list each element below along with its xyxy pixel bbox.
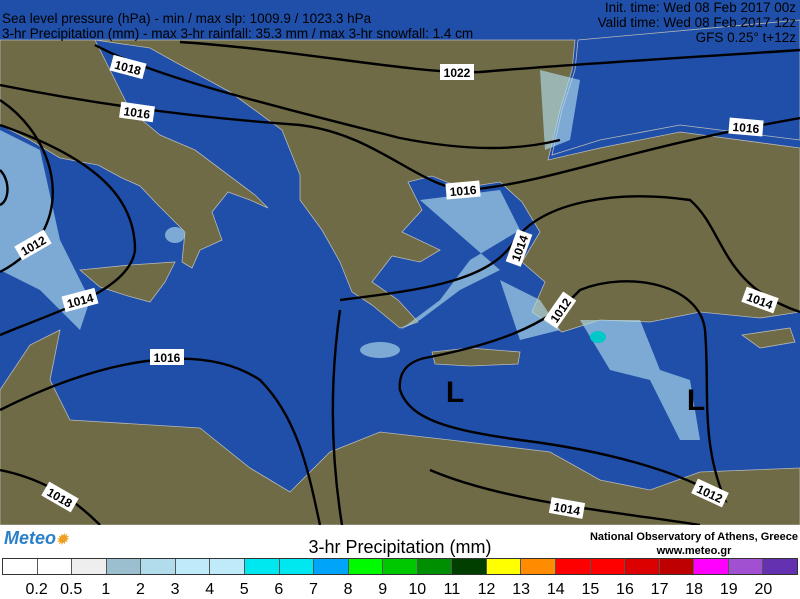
colorbar-swatch <box>141 559 176 574</box>
sun-icon: ✹ <box>56 531 68 547</box>
isobar-label: 1016 <box>449 183 477 199</box>
isobar-label: 1022 <box>444 66 471 80</box>
colorbar-tick-label: 7 <box>309 581 318 598</box>
colorbar-tick-label: 18 <box>685 581 704 598</box>
isobar-label: 1016 <box>154 351 181 365</box>
colorbar-swatch <box>314 559 349 574</box>
isobar-label: 1014 <box>552 500 581 518</box>
colorbar-tick-label: 16 <box>616 581 634 598</box>
colorbar-tick-label: 3 <box>170 581 180 598</box>
colorbar-swatch <box>106 559 142 574</box>
colorbar-tick-label: 12 <box>477 581 496 598</box>
init-time: Init. time: Wed 08 Feb 2017 00z <box>604 0 796 15</box>
colorbar-swatch <box>556 559 591 574</box>
colorbar-swatch <box>625 559 660 574</box>
colorbar <box>2 558 798 575</box>
legend: Meteo✹ 3-hr Precipitation (mm) National … <box>0 525 800 598</box>
low-pressure-marker: L <box>687 384 705 417</box>
colorbar-title: 3-hr Precipitation (mm) <box>308 537 492 557</box>
colorbar-tick-label: 4 <box>205 581 215 598</box>
colorbar-swatch <box>728 559 764 574</box>
colorbar-tick-label: 9 <box>378 581 388 598</box>
land-crete <box>431 347 521 367</box>
colorbar-swatch <box>417 559 453 574</box>
land-balkans-turkey <box>94 39 800 333</box>
colorbar-swatch <box>486 559 522 574</box>
colorbar-tick-label: 0.2 <box>25 581 48 598</box>
weather-map: 1018 1016 1022 1016 1016 1012 1014 1014 … <box>0 0 800 525</box>
meteo-logo: Meteo✹ <box>4 528 68 548</box>
org-site: www.meteo.gr <box>656 545 732 557</box>
colorbar-swatch <box>3 559 38 574</box>
header-left: Sea level pressure (hPa) - min / max slp… <box>2 11 473 41</box>
precipitation <box>0 70 700 440</box>
colorbar-tick-label: 17 <box>650 581 669 598</box>
colorbar-tick-label: 2 <box>135 581 145 598</box>
colorbar-tick-label: 19 <box>719 581 738 598</box>
isobar-label: 1016 <box>123 104 152 122</box>
colorbar-ticks: 0.2 0.5 1 2 3 4 5 6 7 8 9 10 11 12 13 14 15 16 17 18 19 20 <box>0 581 800 599</box>
colorbar-tick-label: 11 <box>443 581 461 598</box>
colorbar-tick-label: 6 <box>274 581 284 598</box>
colorbar-swatch <box>521 559 556 574</box>
colorbar-tick-label: 1 <box>101 581 111 598</box>
land-africa <box>0 329 800 525</box>
colorbar-swatch <box>37 559 73 574</box>
model-info: GFS 0.25° t+12z <box>695 30 796 45</box>
colorbar-swatch <box>348 559 384 574</box>
colorbar-swatch <box>763 559 797 574</box>
heavy-precip-core <box>590 331 606 343</box>
colorbar-swatch <box>279 559 315 574</box>
land-cyprus <box>740 327 796 349</box>
colorbar-tick-label: 8 <box>343 581 353 598</box>
colorbar-tick-label: 13 <box>512 581 531 598</box>
colorbar-swatch <box>590 559 626 574</box>
colorbar-swatch <box>452 559 487 574</box>
colorbar-swatch <box>210 559 245 574</box>
colorbar-tick-label: 20 <box>754 581 773 598</box>
low-pressure-marker: L <box>446 376 464 409</box>
colorbar-swatch <box>659 559 695 574</box>
colorbar-tick-label: 15 <box>581 581 600 598</box>
colorbar-swatch <box>175 559 211 574</box>
colorbar-tick-label: 0.5 <box>60 581 83 598</box>
colorbar-tick-label: 14 <box>546 581 565 598</box>
isobar-label: 1016 <box>732 120 760 136</box>
colorbar-swatch <box>244 559 280 574</box>
valid-time: Valid time: Wed 08 Feb 2017 12z <box>597 15 796 30</box>
precip-info: 3-hr Precipitation (mm) - max 3-hr rainf… <box>2 26 474 41</box>
slp-info: Sea level pressure (hPa) - min / max slp… <box>2 11 372 26</box>
colorbar-swatch <box>383 559 418 574</box>
isobar-label: 1014 <box>66 291 96 312</box>
colorbar-tick-label: 5 <box>239 581 249 598</box>
organization: National Observatory of Athens, Greece w… <box>590 530 798 558</box>
header-right: Init. time: Wed 08 Feb 2017 00z Valid ti… <box>598 0 796 45</box>
colorbar-tick-label: 10 <box>408 581 427 598</box>
isobar-label: 1018 <box>113 58 143 79</box>
colorbar-swatch <box>72 559 107 574</box>
colorbar-swatch <box>694 559 729 574</box>
org-name: National Observatory of Athens, Greece <box>589 531 798 543</box>
